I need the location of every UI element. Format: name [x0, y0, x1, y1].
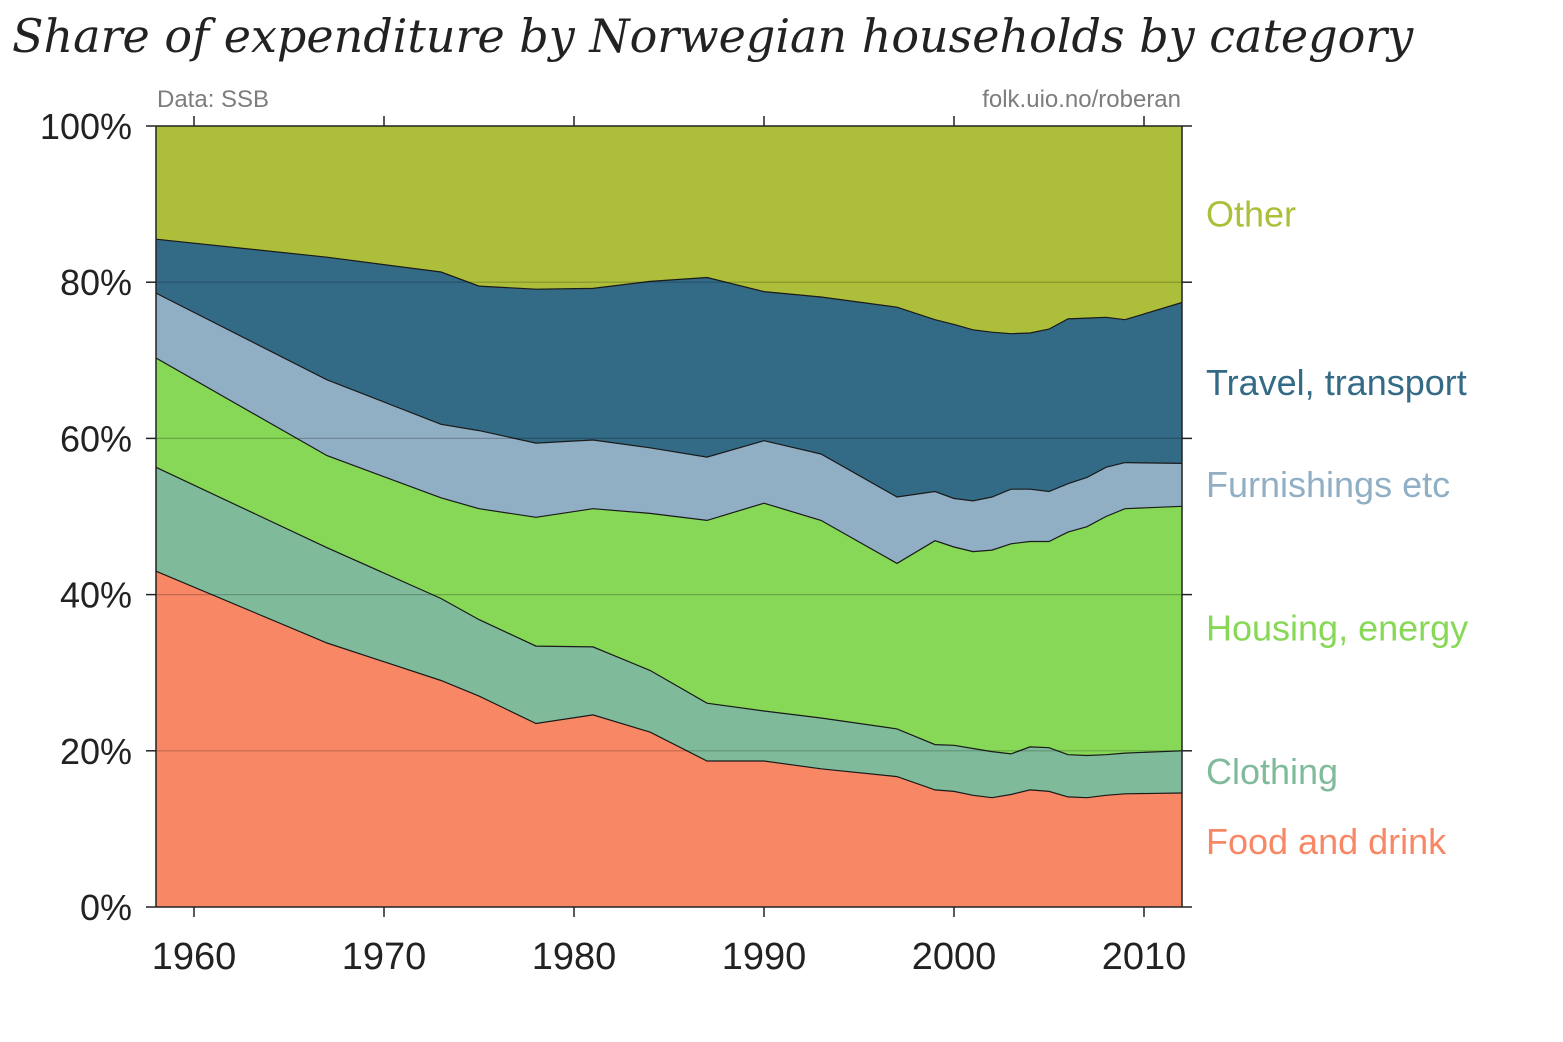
chart-title: Share of expenditure by Norwegian househ…	[12, 9, 1414, 63]
tick-labels: 0% 20% 40% 60% 80% 100% 1960 1970 1980 1990 2000 20…	[40, 106, 1186, 978]
x-tick-label: 1990	[722, 936, 807, 978]
series-label-travel-transport: Travel, transport	[1206, 362, 1467, 403]
area-other	[156, 126, 1182, 334]
y-tick-label: 60%	[60, 418, 132, 459]
area-boundaries	[155, 238, 1183, 799]
url-caption: folk.uio.no/roberan	[982, 86, 1181, 113]
series-label-furnishings-etc: Furnishings etc	[1206, 464, 1450, 505]
x-tick-label: 2000	[912, 936, 997, 978]
boundary-food-and-drink	[155, 570, 1183, 799]
y-tick-label: 100%	[40, 106, 132, 147]
area-furnishings-etc	[156, 293, 1182, 564]
source-caption: Data: SSB	[157, 86, 269, 113]
boundary-travel-transport	[155, 238, 1183, 335]
area-food-and-drink	[156, 571, 1182, 907]
series-label-housing-energy: Housing, energy	[1206, 608, 1468, 649]
x-tick-label: 1970	[342, 936, 427, 978]
axes	[146, 116, 1192, 917]
series-label-clothing: Clothing	[1206, 751, 1338, 792]
boundary-furnishings-etc	[155, 292, 1183, 502]
area-travel-transport	[156, 239, 1182, 501]
series-label-food-and-drink: Food and drink	[1206, 821, 1447, 862]
x-tick-label: 1980	[532, 936, 617, 978]
boundary-clothing	[155, 466, 1183, 757]
series-labels: Food and drink Clothing Housing, energy Fur…	[1206, 193, 1468, 862]
y-tick-label: 40%	[60, 575, 132, 616]
series-label-other: Other	[1206, 193, 1296, 234]
area-clothing	[156, 467, 1182, 798]
area-housing-energy	[156, 358, 1182, 756]
x-tick-label: 2010	[1102, 936, 1187, 978]
y-tick-label: 80%	[60, 262, 132, 303]
y-tick-label: 0%	[80, 887, 132, 928]
y-tick-label: 20%	[60, 731, 132, 772]
stacked-areas	[156, 126, 1182, 907]
boundary-housing-energy	[155, 357, 1183, 565]
gridlines	[156, 281, 1182, 752]
x-tick-label: 1960	[152, 936, 237, 978]
